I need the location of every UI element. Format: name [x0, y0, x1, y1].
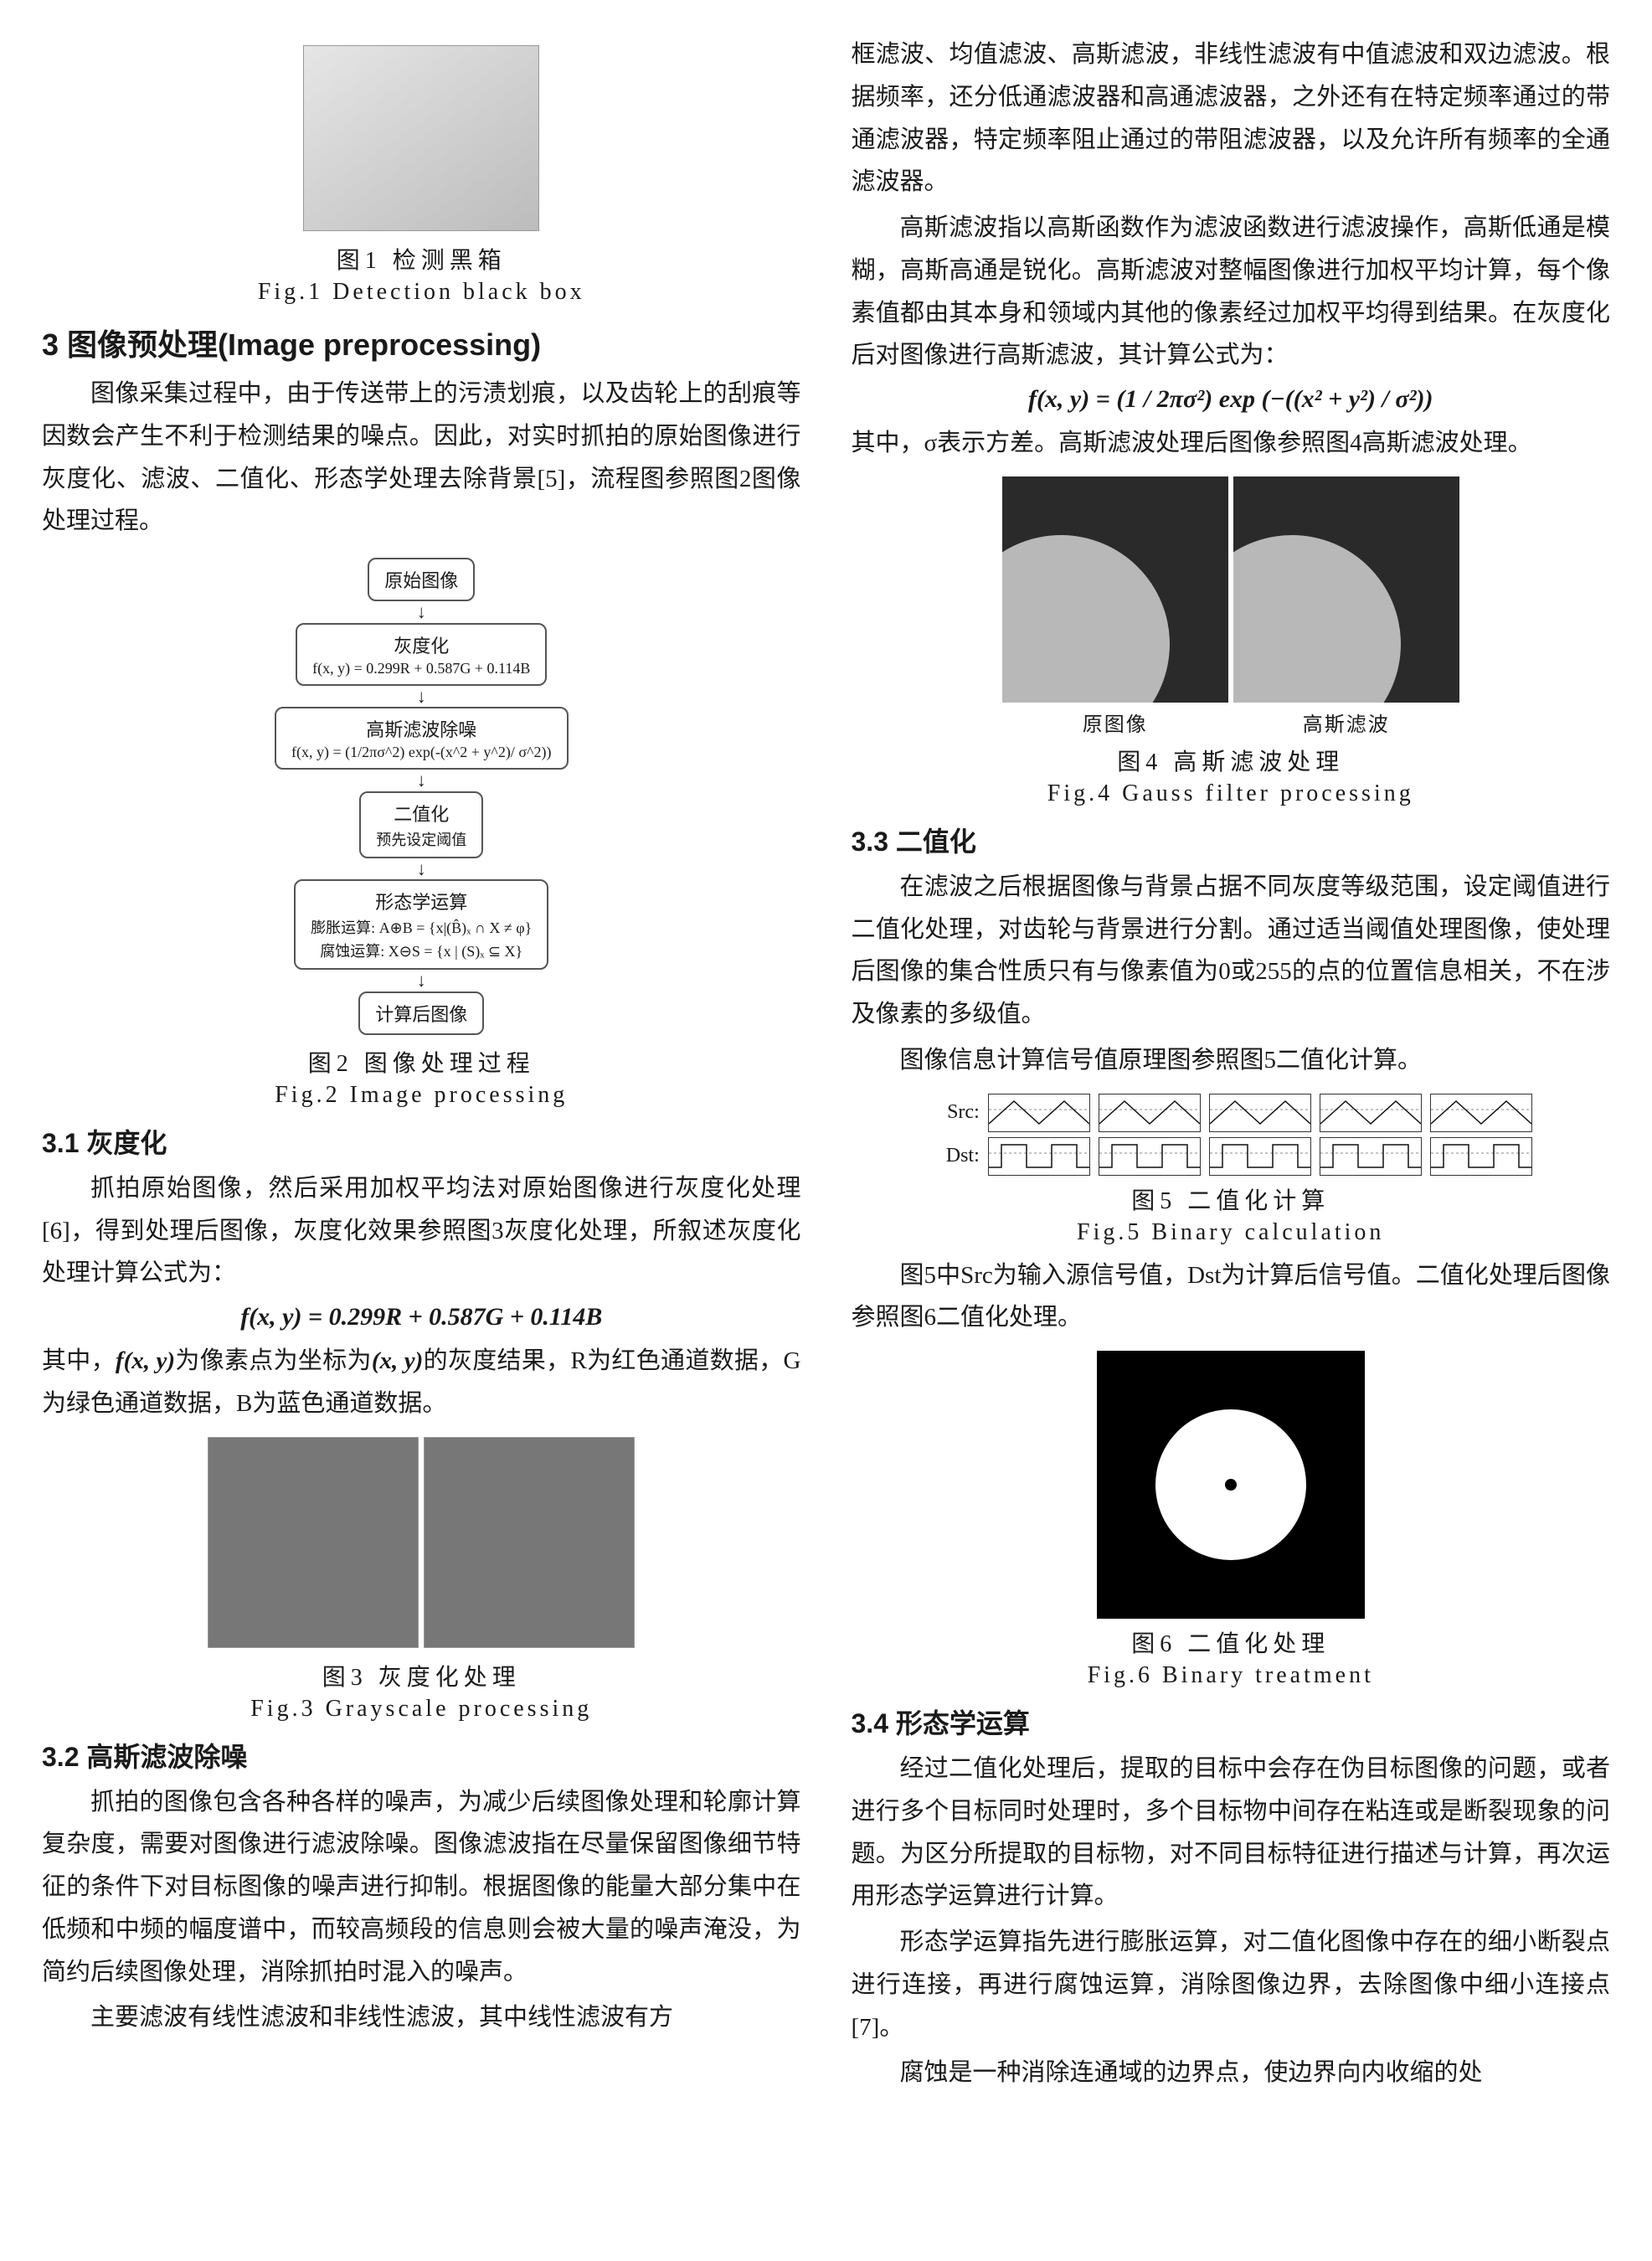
fig1-image: [303, 45, 539, 231]
fig6-gear-shape: [1155, 1409, 1306, 1560]
fig6-cap-en: Fig.6 Binary treatment: [852, 1662, 1611, 1689]
right-p2: 高斯滤波指以高斯函数作为滤波函数进行滤波操作，高斯低通是模糊，高斯高通是锐化。高…: [852, 207, 1611, 377]
fig5-cap-en: Fig.5 Binary calculation: [852, 1219, 1611, 1246]
p2a: 其中，: [42, 1347, 116, 1374]
flowchart: 原始图像 ↓ 灰度化 f(x, y) = 0.299R + 0.587G + 0…: [42, 554, 801, 1038]
flow-node-5: 形态学运算 膨胀运算: A⊕B = {x|(B̂)ₓ ∩ X ≠ φ} 腐蚀运算…: [294, 879, 548, 970]
fig5-cap-cn: 图5 二值化计算: [852, 1182, 1611, 1216]
fig4-cap-en: Fig.4 Gauss filter processing: [852, 780, 1611, 807]
flow-arrow: ↓: [42, 689, 801, 704]
sec34-p1: 经过二值化处理后，提取的目标中会存在伪目标图像的问题，或者进行多个目标同时处理时…: [852, 1748, 1611, 1918]
left-column: 图1 检测黑箱 Fig.1 Detection black box 3 图像预处…: [42, 33, 801, 2098]
sig-src-2: [1099, 1094, 1201, 1132]
section-3-3-title: 3.3 二值化: [852, 821, 1611, 859]
figure-3: 图3 灰度化处理 Fig.3 Grayscale processing: [42, 1437, 801, 1723]
right-p-after5: 图5中Src为输入源信号值，Dst为计算后信号值。二值化处理后图像参照图6二值化…: [852, 1254, 1611, 1340]
sec33-p1: 在滤波之后根据图像与背景占据不同灰度等级范围，设定阈值进行二值化处理，对齿轮与背…: [852, 866, 1611, 1036]
sig-dst-1: [988, 1137, 1090, 1176]
figure-1: 图1 检测黑箱 Fig.1 Detection black box: [42, 45, 801, 306]
gauss-formula: f(x, y) = (1 / 2πσ²) exp (−((x² + y²) / …: [852, 385, 1611, 414]
flow-node-4: 二值化 预先设定阈值: [359, 791, 483, 858]
fig5-dst-label: Dst:: [929, 1145, 980, 1167]
flow-node-5-sub2: 腐蚀运算: X⊖S = {x | (S)ₓ ⊆ X}: [311, 940, 532, 961]
right-p1: 框滤波、均值滤波、高斯滤波，非线性滤波有中值滤波和双边滤波。根据频率，还分低通滤…: [852, 33, 1611, 203]
sig-src-4: [1320, 1094, 1422, 1132]
figure-2: 原始图像 ↓ 灰度化 f(x, y) = 0.299R + 0.587G + 0…: [42, 554, 801, 1109]
sig-dst-5: [1430, 1137, 1532, 1176]
sec32-p2: 主要滤波有线性滤波和非线性滤波，其中线性滤波有方: [42, 1996, 801, 2039]
fig1-cap-cn: 图1 检测黑箱: [42, 242, 801, 276]
sig-src-5: [1430, 1094, 1532, 1132]
sig-src-3: [1209, 1094, 1311, 1132]
fig4-right-label: 高斯滤波: [1233, 708, 1459, 737]
fig2-cap-en: Fig.2 Image processing: [42, 1082, 801, 1109]
sec34-p2: 形态学运算指先进行膨胀运算，对二值化图像中存在的细小断裂点进行连接，再进行腐蚀运…: [852, 1921, 1611, 2048]
fig4-left-img: [1002, 476, 1228, 703]
p2c: 为像素点为坐标为: [175, 1347, 372, 1374]
fig5-src-label: Src:: [929, 1101, 980, 1124]
section-3-2-title: 3.2 高斯滤波除噪: [42, 1736, 801, 1774]
flow-node-2-title: 灰度化: [312, 631, 530, 658]
right-column: 框滤波、均值滤波、高斯滤波，非线性滤波有中值滤波和双边滤波。根据频率，还分低通滤…: [852, 33, 1611, 2098]
flow-node-3-sub: f(x, y) = (1/2πσ^2) exp(-(x^2 + y^2)/ σ^…: [291, 744, 552, 761]
fig3-cap-cn: 图3 灰度化处理: [42, 1659, 801, 1692]
flow-arrow: ↓: [42, 605, 801, 620]
flow-node-6: 计算后图像: [358, 991, 484, 1035]
fig4-right-img: [1233, 476, 1459, 703]
flow-node-2: 灰度化 f(x, y) = 0.299R + 0.587G + 0.114B: [296, 623, 547, 686]
flow-node-4-sub: 预先设定阈值: [376, 828, 466, 850]
flow-arrow: ↓: [42, 862, 801, 877]
sec33-p2: 图像信息计算信号值原理图参照图5二值化计算。: [852, 1039, 1611, 1082]
section-3-title: 3 图像预处理(Image preprocessing): [42, 321, 801, 364]
right-p3: 其中，σ表示方差。高斯滤波处理后图像参照图4高斯滤波处理。: [852, 422, 1611, 465]
flow-node-3: 高斯滤波除噪 f(x, y) = (1/2πσ^2) exp(-(x^2 + y…: [275, 707, 569, 770]
flow-node-4-title: 二值化: [376, 800, 466, 827]
fig6-cap-cn: 图6 二值化处理: [852, 1625, 1611, 1659]
section-3-4-title: 3.4 形态学运算: [852, 1702, 1611, 1741]
fig1-cap-en: Fig.1 Detection black box: [42, 279, 801, 306]
fig4-left: 原图像: [1002, 476, 1228, 737]
fig3-cap-en: Fig.3 Grayscale processing: [42, 1696, 801, 1723]
flow-arrow: ↓: [42, 973, 801, 988]
figure-6: 图6 二值化处理 Fig.6 Binary treatment: [852, 1351, 1611, 1689]
fig5-dst-row: Dst:: [852, 1137, 1611, 1176]
fig4-images: 原图像 高斯滤波: [1002, 476, 1459, 737]
flow-node-5-sub1: 膨胀运算: A⊕B = {x|(B̂)ₓ ∩ X ≠ φ}: [311, 916, 532, 938]
fig4-right: 高斯滤波: [1233, 476, 1459, 737]
sec31-p2: 其中，f(x, y)为像素点为坐标为(x, y)的灰度结果，R为红色通道数据，G…: [42, 1340, 801, 1425]
fig3-right-img: [424, 1437, 635, 1648]
sec3-p1: 图像采集过程中，由于传送带上的污渍划痕，以及齿轮上的刮痕等因数会产生不利于检测结…: [42, 373, 801, 543]
flow-arrow: ↓: [42, 773, 801, 788]
section-3-1-title: 3.1 灰度化: [42, 1122, 801, 1161]
p2d: (x, y): [372, 1347, 424, 1374]
fig3-images: [208, 1437, 635, 1648]
flow-node-5-title: 形态学运算: [311, 888, 532, 914]
fig6-image: [1097, 1351, 1365, 1619]
fig4-left-label: 原图像: [1002, 708, 1228, 737]
fig5-src-row: Src:: [852, 1094, 1611, 1132]
sig-src-1: [988, 1094, 1090, 1132]
sec31-p1: 抓拍原始图像，然后采用加权平均法对原始图像进行灰度化处理[6]，得到处理后图像，…: [42, 1167, 801, 1295]
fig4-cap-cn: 图4 高斯滤波处理: [852, 744, 1611, 777]
flow-node-3-title: 高斯滤波除噪: [291, 715, 552, 742]
flow-node-2-sub: f(x, y) = 0.299R + 0.587G + 0.114B: [312, 660, 530, 677]
sig-dst-4: [1320, 1137, 1422, 1176]
sig-dst-3: [1209, 1137, 1311, 1176]
sig-dst-2: [1099, 1137, 1201, 1176]
grayscale-formula: f(x, y) = 0.299R + 0.587G + 0.114B: [42, 1303, 801, 1331]
flow-node-1: 原始图像: [368, 558, 475, 601]
figure-5: Src: Dst: 图5 二值化计算 Fig.5 Binary calculat…: [852, 1094, 1611, 1246]
fig2-cap-cn: 图2 图像处理过程: [42, 1045, 801, 1079]
sec32-p1: 抓拍的图像包含各种各样的噪声，为减少后续图像处理和轮廓计算复杂度，需要对图像进行…: [42, 1781, 801, 1994]
p2b: f(x, y): [116, 1347, 175, 1374]
two-column-layout: 图1 检测黑箱 Fig.1 Detection black box 3 图像预处…: [42, 33, 1610, 2098]
sec34-p3: 腐蚀是一种消除连通域的边界点，使边界向内收缩的处: [852, 2052, 1611, 2094]
figure-4: 原图像 高斯滤波 图4 高斯滤波处理 Fig.4 Gauss filter pr…: [852, 476, 1611, 807]
fig3-left-img: [208, 1437, 419, 1648]
